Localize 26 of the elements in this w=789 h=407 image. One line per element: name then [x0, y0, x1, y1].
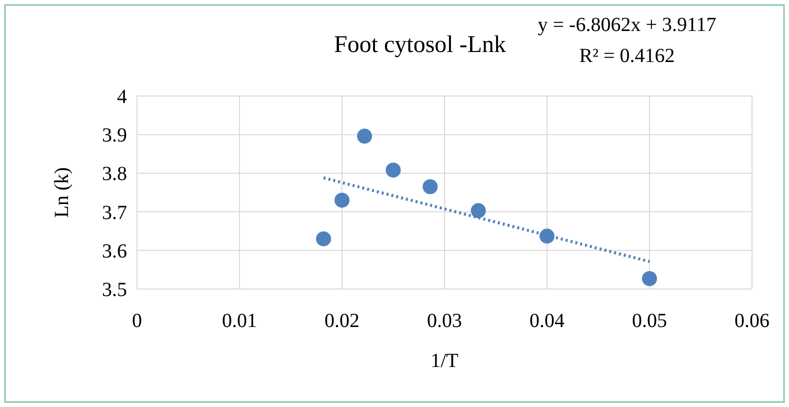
y-tick-label: 3.9: [102, 124, 127, 147]
point: [422, 179, 438, 194]
y-tick-label: 4: [117, 86, 127, 108]
point: [540, 228, 554, 244]
y-axis-title: Ln (k): [51, 167, 73, 218]
y-tick-label: 3.6: [102, 240, 127, 262]
x-tick-label: 0.01: [222, 310, 257, 332]
x-tick-label: 0.06: [734, 310, 770, 332]
y-tick-label: 3.5: [102, 279, 127, 301]
text: R² = 0.4162: [579, 45, 675, 67]
text: y = -6.8062x + 3.9117: [538, 14, 716, 36]
point: [357, 128, 372, 144]
point: [470, 203, 486, 218]
point: [386, 162, 401, 178]
chart-title: Foot cytosol -Lnk: [334, 32, 506, 58]
x-tick-label: 0.04: [530, 310, 564, 332]
x-tick-label: 0.03: [427, 310, 462, 332]
x-tick-label: 0.02: [324, 310, 360, 332]
y-tick-label: 3.7: [102, 202, 127, 224]
x-tick-label: 0: [132, 310, 142, 332]
point: [316, 231, 332, 246]
point: [642, 271, 657, 286]
y-tick-label: 3.8: [102, 163, 127, 186]
x-tick-label: 0.05: [632, 310, 667, 332]
x-axis-title: 1/T: [430, 350, 458, 372]
point: [334, 192, 350, 208]
